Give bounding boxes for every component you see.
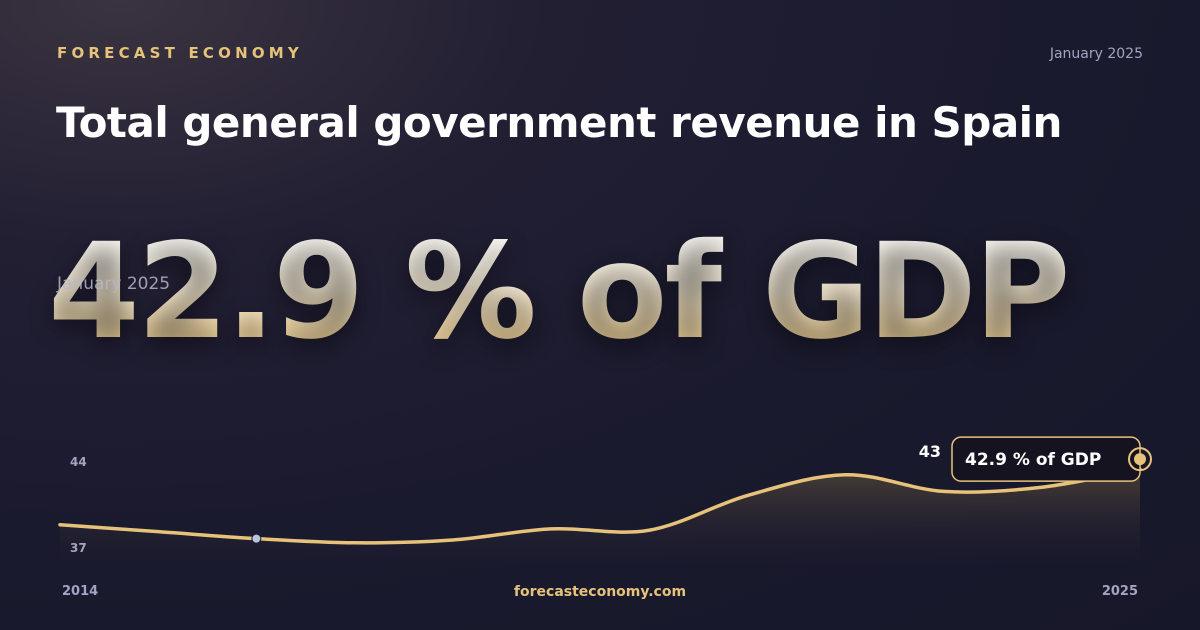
end-point-halo [1128,447,1152,472]
end-tooltip-text: 42.9 % of GDP [965,450,1101,470]
y-tick-label-bottom: 37 [70,541,87,555]
end-point-marker [1134,453,1146,466]
x-axis-start-label: 2014 [62,584,99,599]
headline-date: January 2025 [57,274,171,294]
date-label: January 2025 [1049,46,1143,62]
y-tick-label-top: 44 [70,455,87,469]
footer-url: forecasteconomy.com [513,584,687,600]
end-point-value: 43 [919,442,941,461]
series-area [60,469,1140,565]
x-axis-end-label: 2025 [1101,584,1138,599]
chart-title: Total general government revenue in Spai… [56,98,1062,147]
brand-name: FORECAST ECONOMY [57,44,303,62]
headline-value: 42.9 % of GDP [48,215,1071,369]
min-point-marker [251,533,262,544]
